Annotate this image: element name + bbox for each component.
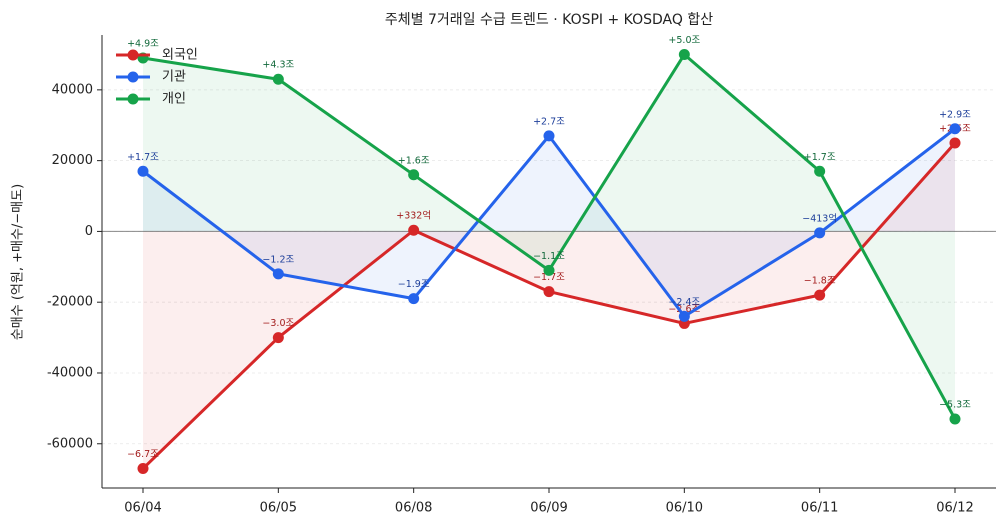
x-tick-label: 06/10	[666, 501, 703, 516]
data-label: −5.3조	[939, 399, 971, 410]
data-label: +1.6조	[398, 155, 430, 166]
legend-label: 기관	[162, 70, 186, 85]
data-label: −1.9조	[398, 279, 430, 290]
point	[814, 165, 826, 177]
data-label: +2.7조	[533, 116, 565, 127]
x-tick-label: 06/08	[395, 501, 432, 516]
data-label: −1.7조	[533, 272, 565, 283]
x-tick-label: 06/09	[530, 501, 567, 516]
data-label: −3.0조	[262, 318, 294, 329]
point	[678, 310, 690, 322]
y-tick-label: -40000	[47, 365, 93, 380]
point	[678, 48, 690, 60]
y-tick-label: -20000	[47, 295, 93, 310]
data-label: −2.4조	[668, 297, 700, 308]
point	[543, 130, 555, 142]
point	[272, 73, 284, 85]
point	[137, 165, 149, 177]
legend-marker	[127, 93, 139, 105]
area-fill	[143, 54, 955, 419]
legend-label: 외국인	[162, 48, 198, 63]
data-label: −1.8조	[804, 276, 836, 287]
point	[814, 289, 826, 301]
point	[408, 169, 420, 181]
data-label: +1.7조	[127, 152, 159, 163]
data-label: +5.0조	[668, 35, 700, 46]
point	[272, 268, 284, 280]
point	[408, 293, 420, 305]
data-label: +332억	[396, 210, 431, 222]
point	[137, 463, 149, 475]
point	[543, 286, 555, 298]
x-tick-label: 06/12	[936, 501, 973, 516]
chart-title: 주체별 7거래일 수급 트렌드 · KOSPI + KOSDAQ 합산	[385, 12, 713, 28]
data-label: −2.6조	[668, 304, 700, 315]
data-label: +4.9조	[127, 39, 159, 50]
y-tick-label: 20000	[52, 153, 93, 168]
x-tick-label: 06/11	[801, 501, 838, 516]
data-label: −6.7조	[127, 449, 159, 460]
data-label: +1.7조	[804, 152, 836, 163]
y-tick-label: 0	[85, 224, 93, 239]
point	[949, 413, 961, 425]
legend-marker	[127, 49, 139, 61]
legend-marker	[127, 71, 139, 83]
data-label: +2.9조	[939, 109, 971, 120]
point	[543, 264, 555, 276]
point	[949, 137, 961, 149]
y-tick-label: 40000	[52, 82, 93, 97]
data-label: −1.1조	[533, 251, 565, 262]
y-tick-label: -60000	[47, 436, 93, 451]
point	[814, 227, 826, 239]
data-label: −1.2조	[262, 254, 294, 265]
y-axis-label: 순매수 (억원, +매수/−매도)	[11, 184, 26, 340]
data-label: −413억	[802, 212, 837, 224]
area-fill	[143, 142, 955, 469]
data-label: +4.3조	[262, 60, 294, 71]
point	[949, 123, 961, 135]
legend-label: 개인	[162, 92, 186, 107]
area-fill	[143, 128, 955, 317]
x-tick-label: 06/05	[260, 501, 297, 516]
point	[272, 332, 284, 344]
x-tick-label: 06/04	[124, 501, 161, 516]
point	[408, 224, 420, 236]
